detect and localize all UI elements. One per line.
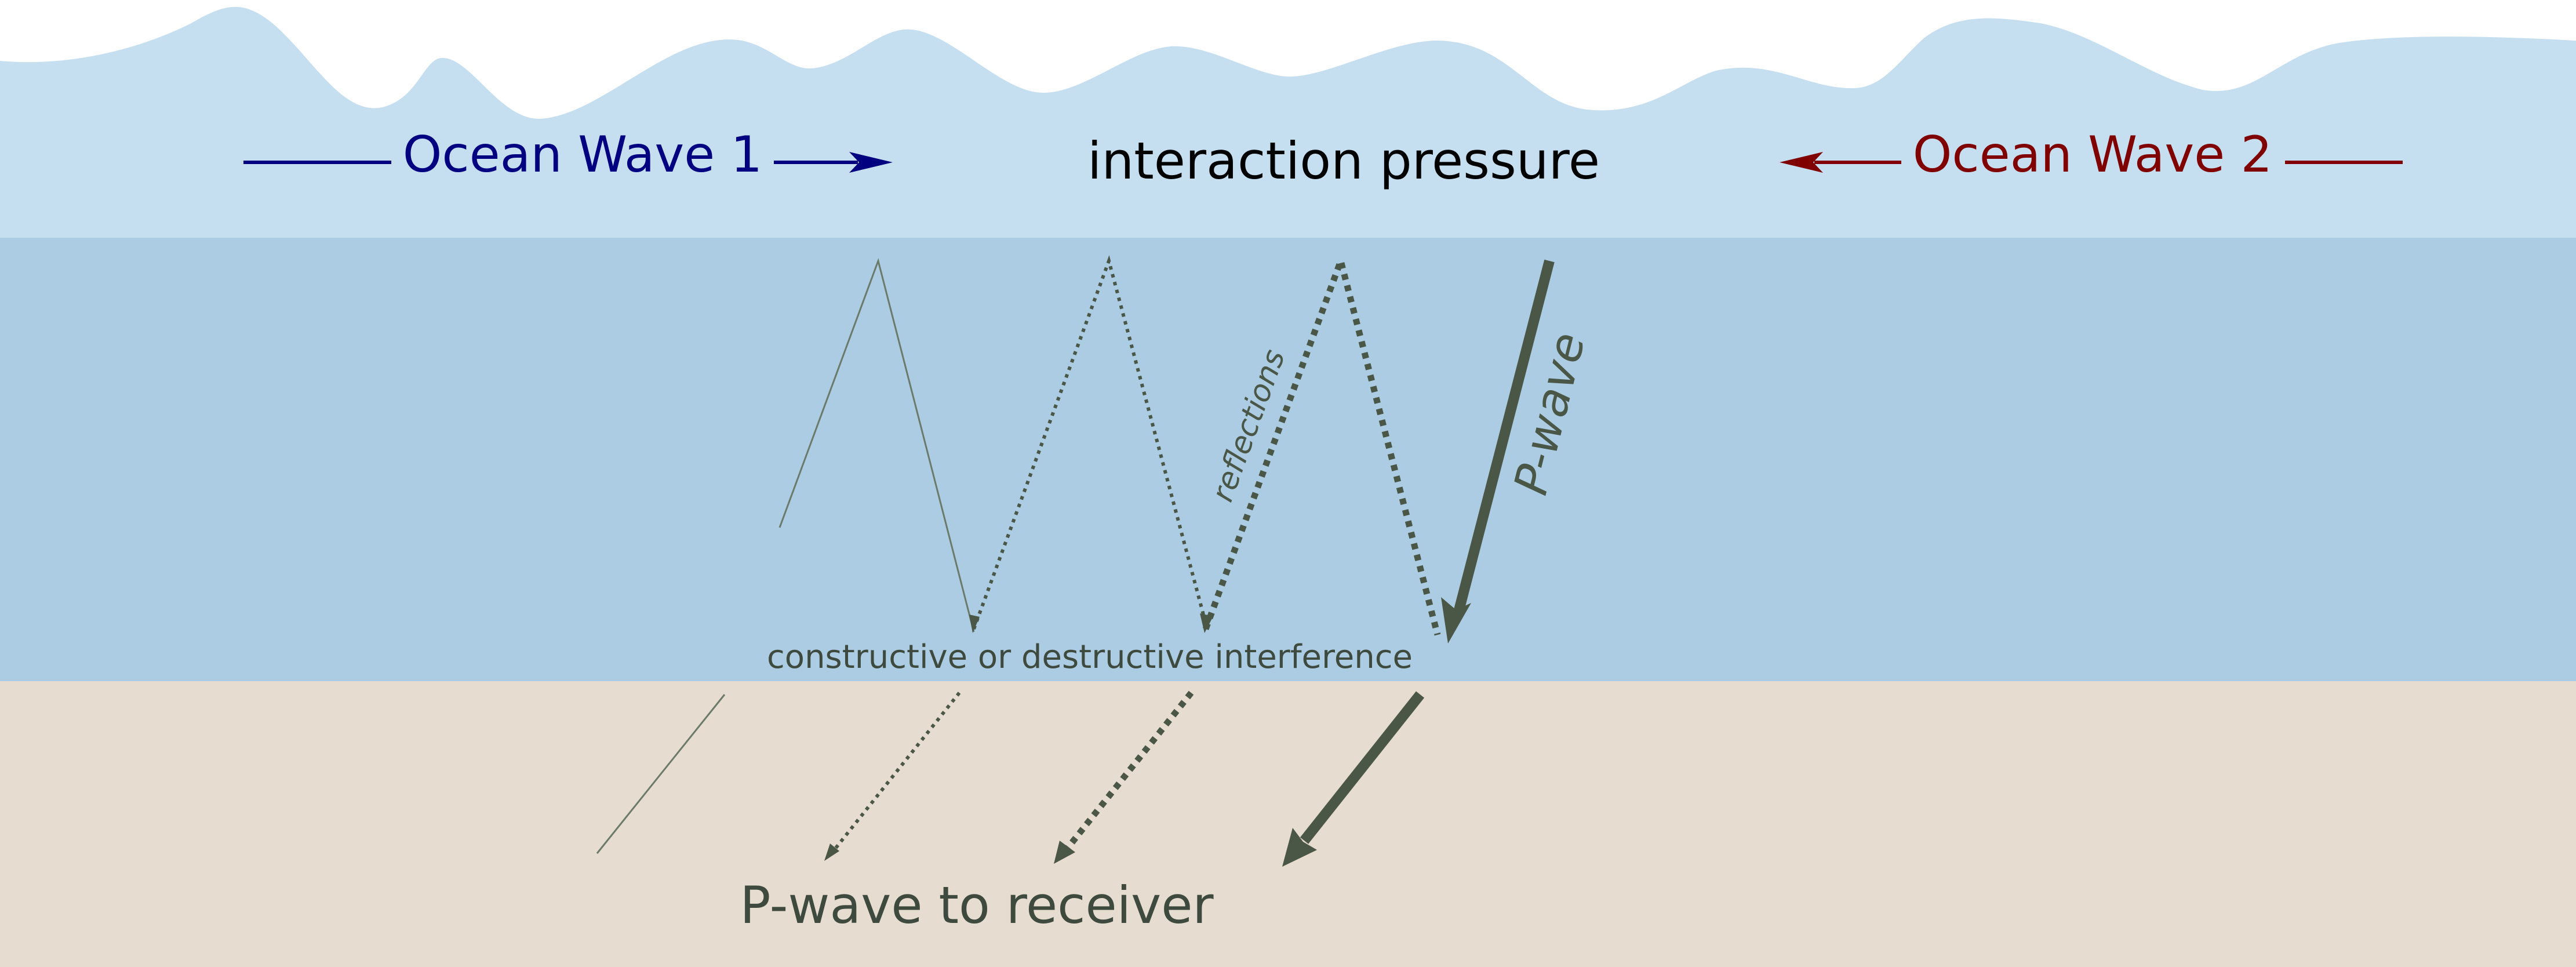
seabed-ray-bold [1300, 691, 1425, 844]
interference-label: constructive or destructive interference [767, 638, 1413, 676]
reflection-ray-dotted-1 [972, 255, 1207, 630]
ocean-deep-layer [0, 238, 2576, 681]
seabed-ray-dotted-2 [1064, 690, 1194, 852]
arrow-down-icon [824, 844, 839, 861]
seabed-ray-thin [596, 694, 726, 854]
ocean-wave-1-group: Ocean Wave 1 [243, 126, 893, 184]
arrow-down-icon [1282, 828, 1317, 867]
arrow-left-icon [1780, 152, 1823, 173]
p-wave-ray [1453, 259, 1555, 616]
reflection-ray-thin [778, 257, 975, 632]
ocean-wave-1-label: Ocean Wave 1 [403, 126, 763, 184]
arrow-down-icon [1200, 613, 1213, 633]
seabed-ray-dotted-1 [833, 692, 961, 850]
arrow-down-icon [1054, 841, 1075, 864]
reflection-ray-dotted-2 [1202, 250, 1441, 636]
arrow-down-icon [1441, 597, 1471, 644]
p-wave-to-receiver-label: P-wave to receiver [740, 875, 1214, 935]
ocean-wave-2-label: Ocean Wave 2 [1913, 126, 2273, 184]
interaction-pressure-label: interaction pressure [1087, 131, 1600, 191]
seabed-layer [0, 681, 2576, 967]
ocean-surface-layer [0, 6, 2576, 244]
arrow-down-icon [969, 615, 980, 633]
arrow-right-icon [849, 152, 893, 173]
reflection-rays [778, 250, 1441, 636]
ocean-wave-2-group: Ocean Wave 2 [1780, 126, 2403, 184]
seabed-rays [596, 690, 1425, 867]
